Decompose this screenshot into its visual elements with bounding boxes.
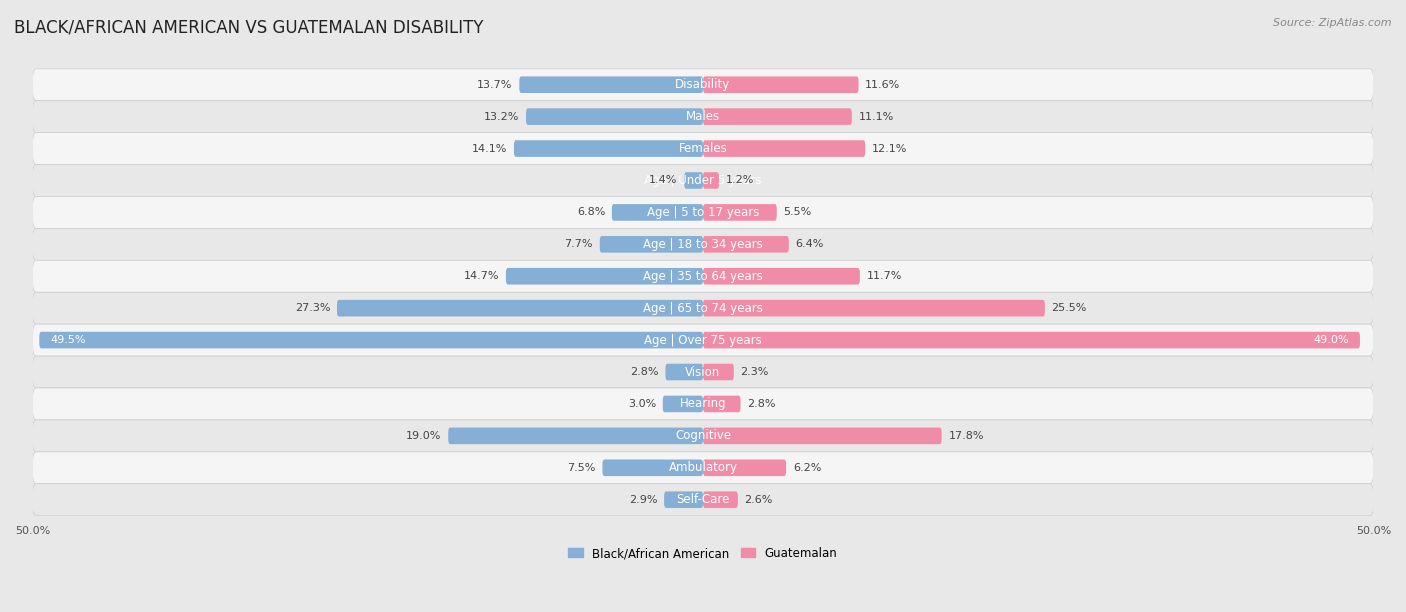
Text: Age | 35 to 64 years: Age | 35 to 64 years [643, 270, 763, 283]
FancyBboxPatch shape [32, 69, 1374, 100]
Text: 1.2%: 1.2% [725, 176, 754, 185]
Text: Hearing: Hearing [679, 397, 727, 411]
FancyBboxPatch shape [32, 100, 1374, 133]
Text: 13.2%: 13.2% [484, 111, 519, 122]
FancyBboxPatch shape [703, 300, 1045, 316]
Text: Age | 65 to 74 years: Age | 65 to 74 years [643, 302, 763, 315]
Text: Females: Females [679, 142, 727, 155]
Text: Source: ZipAtlas.com: Source: ZipAtlas.com [1274, 18, 1392, 28]
FancyBboxPatch shape [32, 324, 1374, 356]
FancyBboxPatch shape [703, 236, 789, 253]
Text: 17.8%: 17.8% [949, 431, 984, 441]
FancyBboxPatch shape [32, 228, 1374, 260]
Text: 27.3%: 27.3% [295, 303, 330, 313]
Text: 12.1%: 12.1% [872, 144, 907, 154]
Text: 5.5%: 5.5% [783, 207, 811, 217]
Text: 2.8%: 2.8% [747, 399, 776, 409]
FancyBboxPatch shape [32, 420, 1374, 452]
Text: 6.4%: 6.4% [796, 239, 824, 249]
Text: Self-Care: Self-Care [676, 493, 730, 506]
FancyBboxPatch shape [703, 108, 852, 125]
FancyBboxPatch shape [703, 491, 738, 508]
FancyBboxPatch shape [703, 76, 859, 93]
FancyBboxPatch shape [600, 236, 703, 253]
Text: 11.6%: 11.6% [865, 80, 900, 90]
Text: 14.7%: 14.7% [464, 271, 499, 282]
Text: Age | Under 5 years: Age | Under 5 years [644, 174, 762, 187]
FancyBboxPatch shape [32, 388, 1374, 420]
FancyBboxPatch shape [602, 460, 703, 476]
FancyBboxPatch shape [32, 165, 1374, 196]
Text: 2.8%: 2.8% [630, 367, 659, 377]
FancyBboxPatch shape [526, 108, 703, 125]
Text: 11.1%: 11.1% [859, 111, 894, 122]
FancyBboxPatch shape [519, 76, 703, 93]
Text: 25.5%: 25.5% [1052, 303, 1087, 313]
FancyBboxPatch shape [703, 268, 860, 285]
FancyBboxPatch shape [32, 483, 1374, 516]
FancyBboxPatch shape [703, 172, 718, 188]
FancyBboxPatch shape [703, 395, 741, 412]
Text: 3.0%: 3.0% [628, 399, 657, 409]
FancyBboxPatch shape [449, 428, 703, 444]
Text: 6.2%: 6.2% [793, 463, 821, 473]
Text: 49.0%: 49.0% [1313, 335, 1350, 345]
Text: 2.9%: 2.9% [628, 494, 658, 505]
FancyBboxPatch shape [39, 332, 703, 348]
Text: 14.1%: 14.1% [472, 144, 508, 154]
Text: 6.8%: 6.8% [576, 207, 605, 217]
Text: Age | 5 to 17 years: Age | 5 to 17 years [647, 206, 759, 219]
Text: 2.3%: 2.3% [741, 367, 769, 377]
Text: Age | Over 75 years: Age | Over 75 years [644, 334, 762, 346]
Text: 11.7%: 11.7% [866, 271, 901, 282]
FancyBboxPatch shape [32, 292, 1374, 324]
FancyBboxPatch shape [664, 491, 703, 508]
FancyBboxPatch shape [337, 300, 703, 316]
FancyBboxPatch shape [32, 196, 1374, 228]
FancyBboxPatch shape [703, 332, 1360, 348]
FancyBboxPatch shape [515, 140, 703, 157]
FancyBboxPatch shape [703, 204, 776, 221]
Text: 2.6%: 2.6% [745, 494, 773, 505]
Text: 7.7%: 7.7% [565, 239, 593, 249]
FancyBboxPatch shape [685, 172, 703, 188]
Text: 13.7%: 13.7% [477, 80, 513, 90]
FancyBboxPatch shape [506, 268, 703, 285]
FancyBboxPatch shape [32, 260, 1374, 292]
Text: Cognitive: Cognitive [675, 430, 731, 442]
FancyBboxPatch shape [32, 133, 1374, 165]
Text: Vision: Vision [685, 365, 721, 378]
FancyBboxPatch shape [703, 428, 942, 444]
FancyBboxPatch shape [703, 364, 734, 380]
FancyBboxPatch shape [703, 460, 786, 476]
Text: Age | 18 to 34 years: Age | 18 to 34 years [643, 238, 763, 251]
FancyBboxPatch shape [32, 452, 1374, 483]
FancyBboxPatch shape [703, 140, 865, 157]
Text: 19.0%: 19.0% [406, 431, 441, 441]
Text: 7.5%: 7.5% [568, 463, 596, 473]
FancyBboxPatch shape [612, 204, 703, 221]
Text: Ambulatory: Ambulatory [668, 461, 738, 474]
Legend: Black/African American, Guatemalan: Black/African American, Guatemalan [564, 542, 842, 565]
FancyBboxPatch shape [665, 364, 703, 380]
Text: 49.5%: 49.5% [51, 335, 86, 345]
Text: Disability: Disability [675, 78, 731, 91]
FancyBboxPatch shape [662, 395, 703, 412]
FancyBboxPatch shape [32, 356, 1374, 388]
Text: Males: Males [686, 110, 720, 123]
Text: BLACK/AFRICAN AMERICAN VS GUATEMALAN DISABILITY: BLACK/AFRICAN AMERICAN VS GUATEMALAN DIS… [14, 18, 484, 36]
Text: 1.4%: 1.4% [650, 176, 678, 185]
